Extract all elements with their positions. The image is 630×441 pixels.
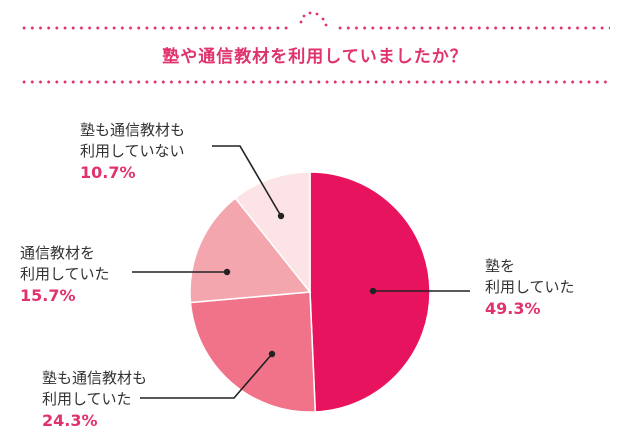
label-text: 通信教材を: [20, 244, 96, 262]
label-correspondence-only: 通信教材を 利用していた 15.7%: [20, 243, 110, 306]
label-text: 利用していた: [20, 265, 110, 283]
label-neither: 塾も通信教材も 利用していない 10.7%: [80, 120, 185, 183]
label-both: 塾も通信教材も 利用していた 24.3%: [42, 368, 147, 431]
label-text: 利用していた: [42, 390, 132, 408]
label-percent: 49.3%: [485, 299, 541, 318]
label-text: 塾を: [485, 257, 516, 275]
slice-neither: [234, 171, 311, 295]
leader-line: [212, 145, 282, 217]
label-text: 塾も通信教材も: [80, 121, 186, 139]
leader-dot: [268, 350, 276, 358]
dotted-divider-top-left: [20, 26, 292, 30]
label-text: 利用していない: [80, 142, 185, 160]
slice-correspondence-only: [189, 197, 312, 304]
label-text: 利用していた: [485, 278, 575, 296]
label-percent: 24.3%: [42, 411, 98, 430]
leader-line: [140, 353, 273, 399]
label-juku-only: 塾を 利用していた 49.3%: [485, 256, 575, 319]
slice-both: [189, 291, 317, 413]
label-percent: 10.7%: [80, 163, 136, 182]
leader-dot: [277, 212, 285, 220]
label-text: 塾も通信教材も: [42, 369, 148, 387]
chart-title: 塾や通信教材を利用していましたか？: [162, 47, 468, 67]
leader-dot: [223, 268, 231, 276]
leader-dot: [369, 287, 377, 295]
dotted-divider-bottom: [20, 80, 610, 84]
label-percent: 15.7%: [20, 286, 76, 305]
dotted-divider-top-right: [336, 26, 610, 30]
